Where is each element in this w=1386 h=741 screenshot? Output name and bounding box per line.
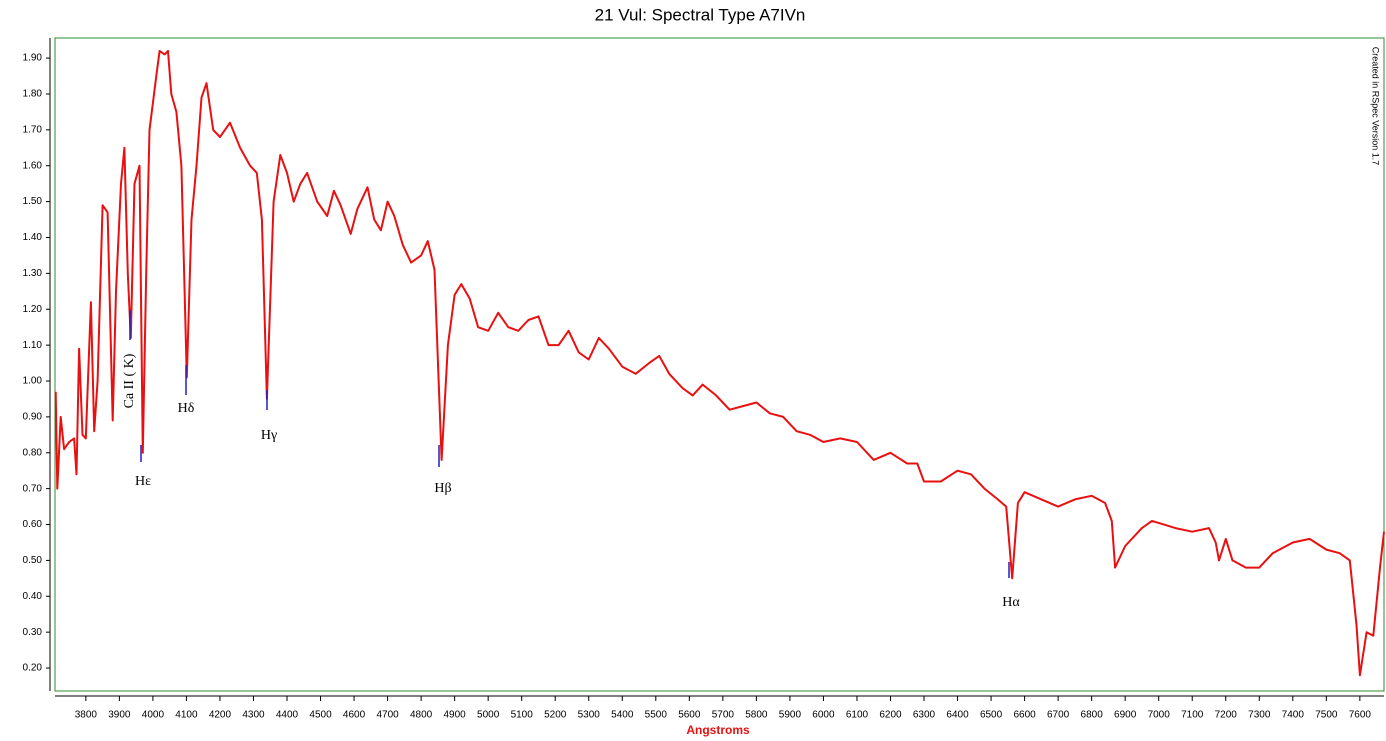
x-tick-label: 6700 — [1047, 710, 1070, 721]
x-tick-label: 7200 — [1215, 710, 1238, 721]
x-tick-label: 5100 — [511, 710, 534, 721]
x-tick-label: 5000 — [477, 710, 500, 721]
x-tick-label: 3800 — [75, 710, 98, 721]
x-tick-label: 3900 — [108, 710, 131, 721]
y-tick-label: 1.50 — [23, 196, 43, 207]
x-tick-label: 4300 — [242, 710, 265, 721]
y-tick-label: 1.30 — [23, 268, 43, 279]
y-tick-label: 1.20 — [23, 304, 43, 315]
x-tick-label: 4600 — [343, 710, 366, 721]
x-tick-label: 7600 — [1349, 710, 1372, 721]
y-tick-label: 0.30 — [23, 627, 43, 638]
y-tick-label: 1.60 — [23, 160, 43, 171]
x-tick-label: 4100 — [175, 710, 198, 721]
x-tick-label: 5500 — [645, 710, 668, 721]
x-tick-label: 5300 — [578, 710, 601, 721]
spectrum-line — [54, 49, 1385, 677]
x-tick-label: 4400 — [276, 710, 299, 721]
y-tick-label: 0.20 — [23, 663, 43, 674]
y-tick-label: 1.90 — [23, 53, 43, 64]
annotation: Hβ — [434, 481, 451, 496]
x-tick-label: 6400 — [946, 710, 969, 721]
x-tick-label: 5800 — [745, 710, 768, 721]
x-tick-label: 5700 — [712, 710, 735, 721]
x-tick-label: 6900 — [1114, 710, 1137, 721]
y-tick-label: 0.50 — [23, 555, 43, 566]
y-tick-label: 1.40 — [23, 232, 43, 243]
y-tick-label: 0.70 — [23, 483, 43, 494]
x-tick-label: 7000 — [1148, 710, 1171, 721]
annotation: Ca II ( K) — [122, 353, 137, 408]
line-markers — [129, 310, 1010, 578]
x-tick-label: 5400 — [611, 710, 634, 721]
x-tick-label: 6800 — [1081, 710, 1104, 721]
x-tick-label: 6300 — [913, 710, 936, 721]
x-tick-label: 4700 — [376, 710, 399, 721]
annotation: Hδ — [178, 401, 195, 416]
plot-frame — [54, 37, 1385, 692]
y-tick-label: 0.40 — [23, 591, 43, 602]
x-tick-label: 4800 — [410, 710, 433, 721]
x-tick-label: 7500 — [1315, 710, 1338, 721]
x-tick-label: 4200 — [209, 710, 232, 721]
y-tick-label: 1.00 — [23, 376, 43, 387]
x-axis-label: Angstroms — [686, 723, 750, 737]
note: Created in RSpec Version 1.7 — [1371, 47, 1381, 166]
y-tick-label: 1.70 — [23, 124, 43, 135]
annotation: Hγ — [261, 428, 277, 443]
chart-title: 21 Vul: Spectral Type A7IVn — [595, 5, 806, 24]
x-tick-label: 7100 — [1181, 710, 1204, 721]
x-tick-label: 5900 — [779, 710, 802, 721]
x-tick-label: 5200 — [544, 710, 567, 721]
y-tick-label: 0.90 — [23, 412, 43, 423]
x-tick-label: 5600 — [678, 710, 701, 721]
y-tick-label: 1.10 — [23, 340, 43, 351]
x-tick-label: 6500 — [980, 710, 1003, 721]
x-tick-label: 7400 — [1282, 710, 1305, 721]
y-tick-label: 0.80 — [23, 447, 43, 458]
x-tick-label: 6200 — [879, 710, 902, 721]
x-tick-label: 7300 — [1248, 710, 1271, 721]
x-tick-label: 6000 — [812, 710, 835, 721]
x-tick-label: 6600 — [1013, 710, 1036, 721]
y-tick-label: 1.80 — [23, 89, 43, 100]
x-tick-label: 4500 — [309, 710, 332, 721]
x-tick-label: 4900 — [444, 710, 467, 721]
x-tick-label: 4000 — [142, 710, 165, 721]
x-tick-label: 6100 — [846, 710, 869, 721]
annotation: Hε — [135, 474, 151, 489]
y-tick-label: 0.60 — [23, 519, 43, 530]
annotation: Hα — [1002, 595, 1020, 610]
